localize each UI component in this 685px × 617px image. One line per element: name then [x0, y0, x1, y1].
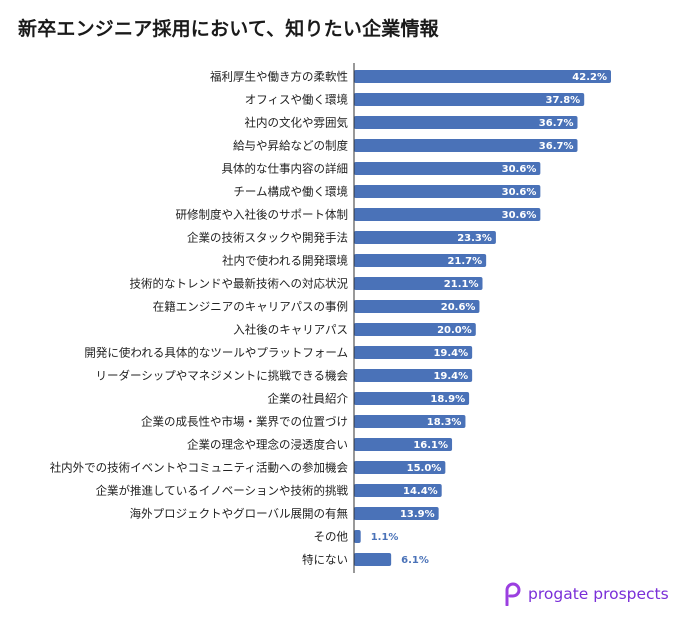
bar: [354, 484, 442, 497]
bar: [354, 93, 585, 106]
data-label: 30.6%: [502, 210, 537, 221]
bar: [354, 185, 541, 198]
data-label: 36.7%: [539, 118, 574, 129]
bar: [354, 369, 473, 382]
data-label: 6.1%: [401, 555, 429, 566]
bar: [354, 553, 392, 566]
bar: [354, 461, 446, 474]
category-label: 企業が推進しているイノベーションや技術的挑戦: [96, 484, 349, 498]
data-label: 19.4%: [433, 371, 468, 382]
bar: [354, 507, 439, 520]
data-label: 14.4%: [403, 486, 438, 497]
category-label: 企業の技術スタックや開発手法: [187, 231, 348, 245]
data-label: 1.1%: [371, 532, 399, 543]
category-label: 社内外での技術イベントやコミュニティ活動への参加機会: [50, 461, 349, 475]
bar: [354, 300, 480, 313]
data-label: 23.3%: [457, 233, 492, 244]
category-label: リーダーシップやマネジメントに挑戦できる機会: [95, 369, 348, 383]
bar: [354, 231, 496, 244]
bar: [354, 254, 487, 267]
bar: [354, 70, 611, 83]
data-label: 18.9%: [430, 394, 465, 405]
data-label: 30.6%: [502, 187, 537, 198]
category-label: 企業の理念や理念の浸透度合い: [187, 438, 348, 452]
data-label: 20.6%: [441, 302, 476, 313]
bar: [354, 208, 541, 221]
category-label: 在籍エンジニアのキャリアパスの事例: [153, 300, 348, 314]
bar: [354, 392, 470, 405]
data-label: 21.1%: [444, 279, 479, 290]
progate-logo-icon: [505, 582, 521, 606]
category-label: 開発に使われる具体的なツールやプラットフォーム: [84, 346, 348, 360]
category-label: チーム構成や働く環境: [233, 185, 348, 199]
category-label: 福利厚生や働き方の柔軟性: [210, 70, 348, 84]
data-label: 15.0%: [407, 463, 442, 474]
bar: [354, 139, 578, 152]
chart-title: 新卒エンジニア採用において、知りたい企業情報: [18, 18, 439, 40]
brand-logo: progate prospects: [503, 582, 669, 606]
data-label: 13.9%: [400, 509, 435, 520]
category-label: 特にない: [302, 553, 348, 567]
bar: [354, 116, 578, 129]
bar: [354, 323, 476, 336]
data-label: 36.7%: [539, 141, 574, 152]
bar: [354, 162, 541, 175]
bar: [354, 530, 361, 543]
data-label: 37.8%: [546, 95, 581, 106]
data-label: 30.6%: [502, 164, 537, 175]
category-label: 社内で使われる開発環境: [222, 254, 348, 268]
category-label: 具体的な仕事内容の詳細: [222, 162, 349, 176]
data-label: 16.1%: [413, 440, 448, 451]
category-label: 企業の成長性や市場・業界での位置づけ: [141, 415, 348, 429]
data-label: 20.0%: [437, 325, 472, 336]
category-label: 入社後のキャリアパス: [233, 323, 348, 337]
bar: [354, 415, 466, 428]
data-label: 42.2%: [572, 72, 607, 83]
category-label: 企業の社員紹介: [268, 392, 349, 406]
brand-name: progate prospects: [528, 585, 669, 603]
bar: [354, 277, 483, 290]
data-label: 18.3%: [427, 417, 462, 428]
category-label: 研修制度や入社後のサポート体制: [176, 208, 349, 222]
category-label: 社内の文化や雰囲気: [245, 116, 349, 130]
category-label: その他: [314, 530, 349, 544]
category-label: 海外プロジェクトやグローバル展開の有無: [130, 507, 349, 521]
data-label: 19.4%: [433, 348, 468, 359]
bar: [354, 346, 473, 359]
data-label: 21.7%: [447, 256, 482, 267]
bar: [354, 438, 453, 451]
category-label: 技術的なトレンドや最新技術への対応状況: [130, 277, 349, 291]
category-label: 給与や昇給などの制度: [233, 139, 348, 153]
category-label: オフィスや働く環境: [245, 93, 348, 107]
